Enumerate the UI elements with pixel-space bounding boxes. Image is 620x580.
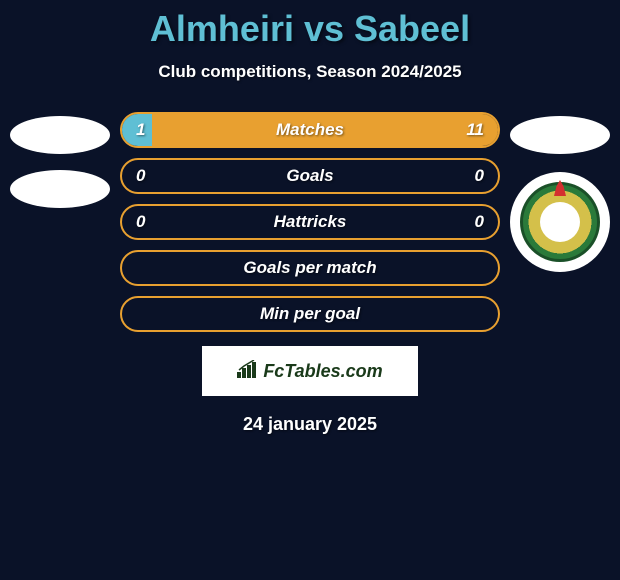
stat-label: Goals per match <box>243 258 376 278</box>
page-subtitle: Club competitions, Season 2024/2025 <box>0 62 620 82</box>
stat-left-value: 0 <box>136 212 145 232</box>
right-club-badge-container <box>510 172 610 272</box>
stat-right-value: 0 <box>475 166 484 186</box>
stat-bar-goals: 0 Goals 0 <box>120 158 500 194</box>
footer-date: 24 january 2025 <box>10 414 610 435</box>
player-avatar-placeholder <box>10 170 110 208</box>
brand-text: FcTables.com <box>263 361 382 382</box>
player-avatar-placeholder <box>10 116 110 154</box>
right-player-avatars <box>510 116 610 154</box>
page-title: Almheiri vs Sabeel <box>0 0 620 50</box>
stat-bar-min-per-goal: Min per goal <box>120 296 500 332</box>
stat-label: Min per goal <box>260 304 360 324</box>
club-badge <box>510 172 610 272</box>
stat-bar-hattricks: 0 Hattricks 0 <box>120 204 500 240</box>
player-avatar-placeholder <box>510 116 610 154</box>
stat-left-value: 1 <box>136 120 145 140</box>
stat-label: Goals <box>286 166 333 186</box>
stat-label: Hattricks <box>274 212 347 232</box>
left-player-avatars <box>10 116 110 208</box>
stat-bar-matches: 1 Matches 11 <box>120 112 500 148</box>
stat-right-value: 11 <box>466 120 484 140</box>
stat-left-value: 0 <box>136 166 145 186</box>
stat-label: Matches <box>276 120 344 140</box>
stat-right-value: 0 <box>475 212 484 232</box>
flame-icon <box>554 180 566 196</box>
stat-bar-goals-per-match: Goals per match <box>120 250 500 286</box>
brand-logo-box[interactable]: FcTables.com <box>202 346 418 396</box>
chart-icon <box>237 360 259 383</box>
